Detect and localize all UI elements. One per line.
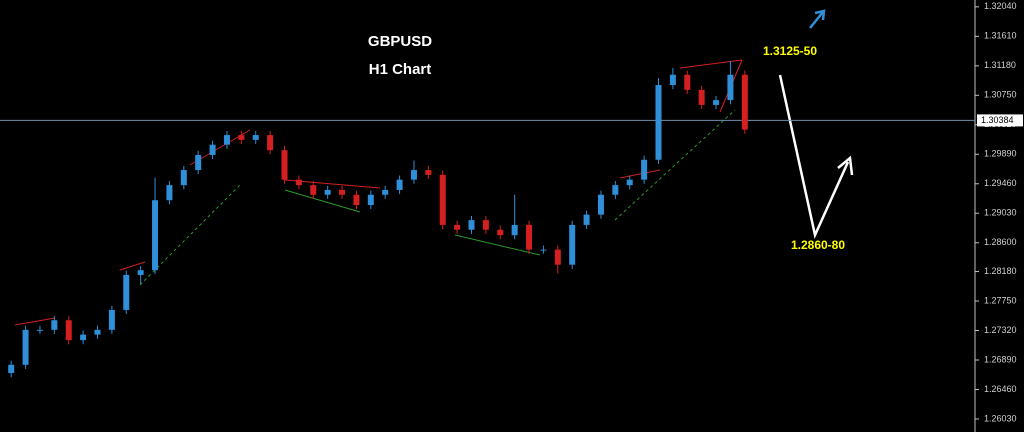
candle-body [540,249,547,251]
y-tick-label: 1.31180 [984,60,1016,70]
candle-body [713,100,720,105]
candle-body [267,135,274,151]
candle-body [36,329,43,331]
candle-body [166,185,173,201]
candle-body [65,320,72,341]
current-price-label: 1.30384 [981,115,1014,125]
candle-body [439,174,446,225]
trendline [14,317,56,326]
candle-body [583,214,590,225]
candle-body [698,89,705,105]
candle-body [22,329,29,365]
candle-body [108,309,115,330]
candle-body [454,224,461,230]
candle-body [482,220,489,230]
candle-body [252,135,259,140]
y-tick-label: 1.29890 [984,149,1017,159]
forecast-arrow [778,74,854,239]
candle-body [511,224,518,236]
candle-body [597,194,604,215]
candle-body [51,320,58,330]
y-tick-label: 1.30750 [984,90,1017,100]
y-tick-label: 1.29030 [984,208,1017,218]
candle-body [367,194,374,206]
candle-body [8,364,15,374]
y-tick-label: 1.27750 [984,295,1017,305]
candle-body [223,135,230,145]
y-tick-label: 1.28600 [984,237,1017,247]
candle-body [741,74,748,130]
candle-body [209,144,216,155]
trendline [119,261,146,271]
annotation: 1.2860-80 [791,238,845,252]
candle-body [94,329,101,335]
candle-body [310,185,317,195]
candle-body [468,220,475,230]
candle-body [727,74,734,101]
candle-body [80,334,87,341]
candle-body [238,135,245,140]
candle-body [123,274,130,310]
y-tick-label: 1.32040 [984,1,1017,11]
current-price-box [977,114,1023,127]
y-tick-label: 1.28180 [984,266,1017,276]
candle-body [655,85,662,160]
arrow-path [778,74,850,239]
candle-body [339,189,346,195]
candle-body [569,224,576,265]
candle-body [669,74,676,86]
candle-body [526,224,533,250]
y-tick-label: 1.31610 [984,31,1017,41]
candle-body [180,170,187,186]
candle-body [554,249,561,265]
y-tick-label: 1.29460 [984,178,1017,188]
trendline [454,234,541,256]
candle-body [641,159,648,180]
annotation: 1.3125-50 [763,44,817,58]
candle-body [137,270,144,275]
trendline [679,59,743,69]
y-tick-label: 1.26030 [984,413,1017,423]
candle-body [396,179,403,190]
candle-body [612,185,619,195]
arrow-head [837,155,854,176]
candle-body [295,179,302,186]
candle-body [324,189,331,195]
candle-body [497,229,504,236]
up-arrow [809,9,826,29]
candle-body [382,189,389,195]
candle-body [626,179,633,186]
y-tick-label: 1.26890 [984,354,1017,364]
candle-body [353,194,360,206]
candle-body [195,154,202,171]
y-tick-label: 1.27320 [984,325,1017,335]
candle-body [152,200,159,271]
candle-body [425,170,432,175]
trendline [284,189,361,213]
y-tick-label: 1.26460 [984,384,1017,394]
trendline [619,169,661,179]
arrow-head [814,9,826,21]
candle-body [684,74,691,90]
chart-title: GBPUSD [368,33,432,50]
arrow-path [809,11,824,29]
candle-body [281,150,288,180]
chart-subtitle: H1 Chart [369,61,432,78]
candle-body [410,170,417,180]
